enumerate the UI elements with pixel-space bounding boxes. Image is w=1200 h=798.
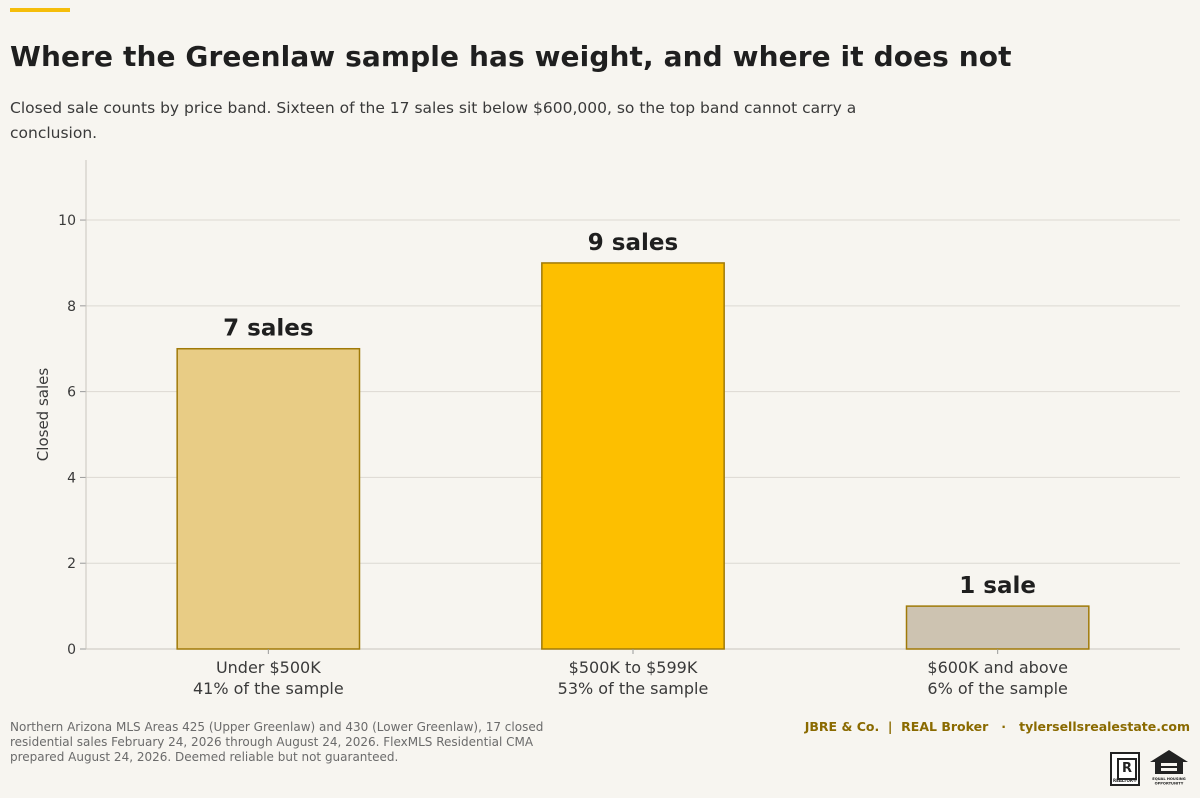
bar-3 (905, 605, 1090, 650)
y-tick-label: 2 (67, 556, 76, 572)
chart-title: Where the Greenlaw sample has weight, an… (10, 40, 1012, 73)
realtor-mark: R (1117, 758, 1137, 780)
y-axis-label: Closed sales (34, 368, 52, 462)
brand-line: JBRE & Co. | REAL Broker · tylersellsrea… (804, 719, 1190, 734)
y-tick-label: 8 (67, 299, 76, 315)
accent-bar (10, 8, 70, 12)
y-tick-label: 4 (67, 470, 76, 486)
source-note: Northern Arizona MLS Areas 425 (Upper Gr… (10, 720, 544, 764)
chart-subtitle: Closed sale counts by price band. Sixtee… (10, 99, 857, 142)
x-tick-note: 6% of the sample (927, 679, 1068, 698)
bar-1 (176, 347, 361, 650)
eho-text-line-1: EQUAL HOUSING (1152, 777, 1186, 781)
data-label: 9 sales (588, 230, 678, 256)
x-tick-label: $600K and above (927, 658, 1068, 677)
bar-2 (541, 262, 725, 650)
x-tick-note: 41% of the sample (193, 679, 344, 698)
data-label: 1 sale (959, 573, 1036, 599)
equal-housing-opportunity-icon: EQUAL HOUSING OPPORTUNITY (1150, 750, 1188, 786)
data-label: 7 sales (223, 316, 313, 342)
realtor-logo-icon: R REALTOR® (1110, 752, 1140, 786)
x-tick-label: $500K to $599K (569, 658, 698, 677)
x-tick-note: 53% of the sample (558, 679, 709, 698)
y-tick-label: 6 (67, 385, 76, 401)
logo-group: R REALTOR® EQUAL HOUSING OPPORTUNITY (1110, 748, 1190, 786)
y-tick-label: 10 (58, 213, 76, 229)
realtor-text: REALTOR® (1112, 778, 1137, 783)
y-tick-label: 0 (67, 642, 76, 658)
x-tick-label: Under $500K (216, 658, 321, 677)
eho-text-line-2: OPPORTUNITY (1155, 782, 1184, 786)
